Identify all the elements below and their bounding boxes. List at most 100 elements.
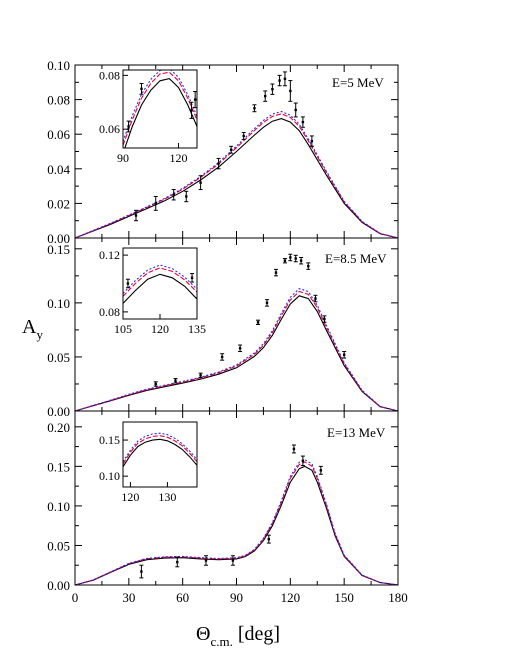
panel-0-inset-xtick-label-0: 90 (117, 151, 129, 165)
panel-1-ytick-label-2: 0.10 (47, 296, 70, 311)
panel-0-inset-data-point-2 (190, 109, 193, 112)
panel-1-data-point-15 (342, 353, 346, 356)
panel-0-data-point-14 (294, 108, 297, 112)
panel-1-data-point-2 (199, 374, 202, 377)
x-tick-label-1: 30 (122, 590, 135, 605)
panel-2-ytick-label-0: 0.00 (47, 578, 70, 593)
panel-1-series-2-line (74, 287, 399, 412)
panel-1-series-0-line (74, 295, 399, 412)
panel-1-data-point-3 (220, 355, 224, 359)
panel-2-inset-series-0-line (123, 438, 197, 468)
panel-2: 0.00 0.05 0.10 0.15 0.20 0 30 60 90 120 150 180 E=13… (47, 410, 408, 605)
panel-1-inset-series-2-line (123, 264, 197, 294)
panel-0-data-point-12 (283, 77, 287, 81)
panel-0-series-2-line (74, 110, 399, 239)
panel-2-ytick-label-2: 0.10 (47, 499, 70, 514)
panel-2-data-point-5 (292, 447, 296, 451)
panel-1-inset: 105 120 135 0.08 0.12 (99, 247, 206, 336)
panel-1-inset-series-0-line (123, 273, 197, 304)
panel-0-data-point-11 (278, 79, 281, 82)
panel-0-inset: 90 120 0.06 0.08 (99, 68, 198, 165)
panel-1-inset-xtick-label-2: 135 (188, 322, 206, 336)
panel-1-inset-xtick-label-1: 120 (151, 322, 169, 336)
panel-2-series-2-line (74, 458, 399, 586)
panel-0-data-point-13 (289, 89, 292, 93)
panel-1-data-point-10 (294, 257, 297, 260)
panel-2-data-point-4 (267, 537, 270, 541)
x-axis-label: Θc.m. [deg] (196, 623, 280, 649)
panel-0-data-point-16 (310, 139, 314, 143)
panel-0-data-point-9 (264, 94, 267, 98)
panel-1-inset-ytick-label-0: 0.08 (99, 305, 120, 319)
panel-2-energy-label: E=13 MeV (327, 425, 386, 440)
panel-1-data-point-0 (154, 382, 157, 386)
y-axis-label-main: A (22, 316, 37, 338)
panel-0-data-point-15 (301, 120, 305, 124)
x-tick-label-6: 180 (388, 590, 408, 605)
panel-1-inset-ytick-label-1: 0.12 (99, 248, 120, 262)
panel-1-data-point-6 (265, 301, 269, 305)
panel-2-ytick-label-4: 0.20 (47, 420, 70, 435)
panel-1-data-point-5 (256, 321, 260, 324)
panel-0-ytick-label-1: 0.02 (47, 196, 70, 211)
panel-2-data-point-7 (319, 469, 323, 472)
panel-0-data-point-3 (185, 195, 188, 198)
panel-2-inset-xtick-label-0: 120 (121, 490, 139, 504)
panel-0-inset-ytick-label-1: 0.08 (99, 68, 120, 82)
panel-2-inset-series-2-line (123, 432, 197, 462)
panel-1-data-point-12 (307, 264, 310, 268)
panel-1-data-point-1 (174, 379, 177, 382)
panel-0-data-point-6 (229, 148, 233, 151)
panel-2-inset-series-1-line (123, 435, 197, 465)
panel-1-ytick-label-3: 0.15 (47, 242, 70, 257)
panel-2-inset-frame (122, 421, 198, 488)
panel-2-data-point-3 (231, 559, 235, 562)
panel-1-ytick-label-0: 0.00 (47, 404, 70, 419)
panel-2-data-point-0 (140, 570, 143, 573)
panel-0-data-point-5 (217, 162, 220, 165)
panel-0-ytick-label-0: 0.00 (47, 231, 70, 246)
x-tick-label-3: 90 (230, 590, 243, 605)
panel-2-data-point-6 (301, 459, 305, 463)
panel-1-inset-xtick-label-0: 105 (114, 322, 132, 336)
y-axis-label: Ay (22, 316, 43, 342)
panel-2-inset-ytick-label-1: 0.15 (99, 433, 120, 447)
panel-0-data-point-2 (172, 193, 175, 196)
panel-1-data-point-13 (314, 297, 317, 300)
x-axis-label-unit: [deg] (238, 623, 280, 645)
panel-1-ytick-label-1: 0.05 (47, 350, 70, 365)
panel-0-inset-xtick-label-1: 120 (170, 151, 188, 165)
panel-0-data-point-10 (271, 88, 274, 91)
x-tick-label-2: 60 (176, 590, 189, 605)
panel-1: 0.00 0.05 0.10 0.15 E=8.5 MeV 105 120 135 0.08 0.… (47, 237, 399, 419)
panel-1-data-point-4 (238, 347, 242, 350)
panel-0-data-point-7 (242, 134, 245, 138)
panel-2-inset-xtick-label-1: 130 (158, 490, 176, 504)
panel-1-inset-plot (123, 264, 197, 304)
panel-0-data-point-8 (253, 107, 256, 110)
x-tick-label-5: 150 (334, 590, 354, 605)
panel-0-energy-label: E=5 MeV (332, 75, 384, 90)
panel-0-inset-data-point-3 (193, 98, 197, 101)
panel-2-ytick-label-1: 0.05 (47, 538, 70, 553)
panel-0-ytick-label-3: 0.06 (47, 127, 70, 142)
panel-0-inset-data-point-1 (140, 87, 143, 91)
panel-1-inset-background (123, 248, 197, 319)
panel-2-inset-background (123, 422, 197, 487)
panel-1-energy-label: E=8.5 MeV (325, 251, 387, 266)
panel-0-data-point-1 (154, 202, 157, 205)
panel-2-ytick-label-3: 0.15 (47, 459, 70, 474)
panel-0-series-1-line (74, 113, 399, 239)
x-tick-label-4: 120 (281, 590, 301, 605)
panel-0-data-point-0 (134, 214, 138, 217)
panel-2-data-point-1 (176, 560, 179, 564)
panel-0-data-point-4 (199, 181, 202, 184)
panel-2-inset-ytick-label-0: 0.10 (99, 469, 120, 483)
panel-1-inset-data-point-0 (126, 282, 130, 285)
panel-1-data-point-11 (299, 259, 303, 262)
panel-1-data-point-9 (289, 256, 292, 259)
panel-1-inset-series-1-line (123, 267, 197, 297)
y-axis-label-sub: y (36, 327, 43, 342)
